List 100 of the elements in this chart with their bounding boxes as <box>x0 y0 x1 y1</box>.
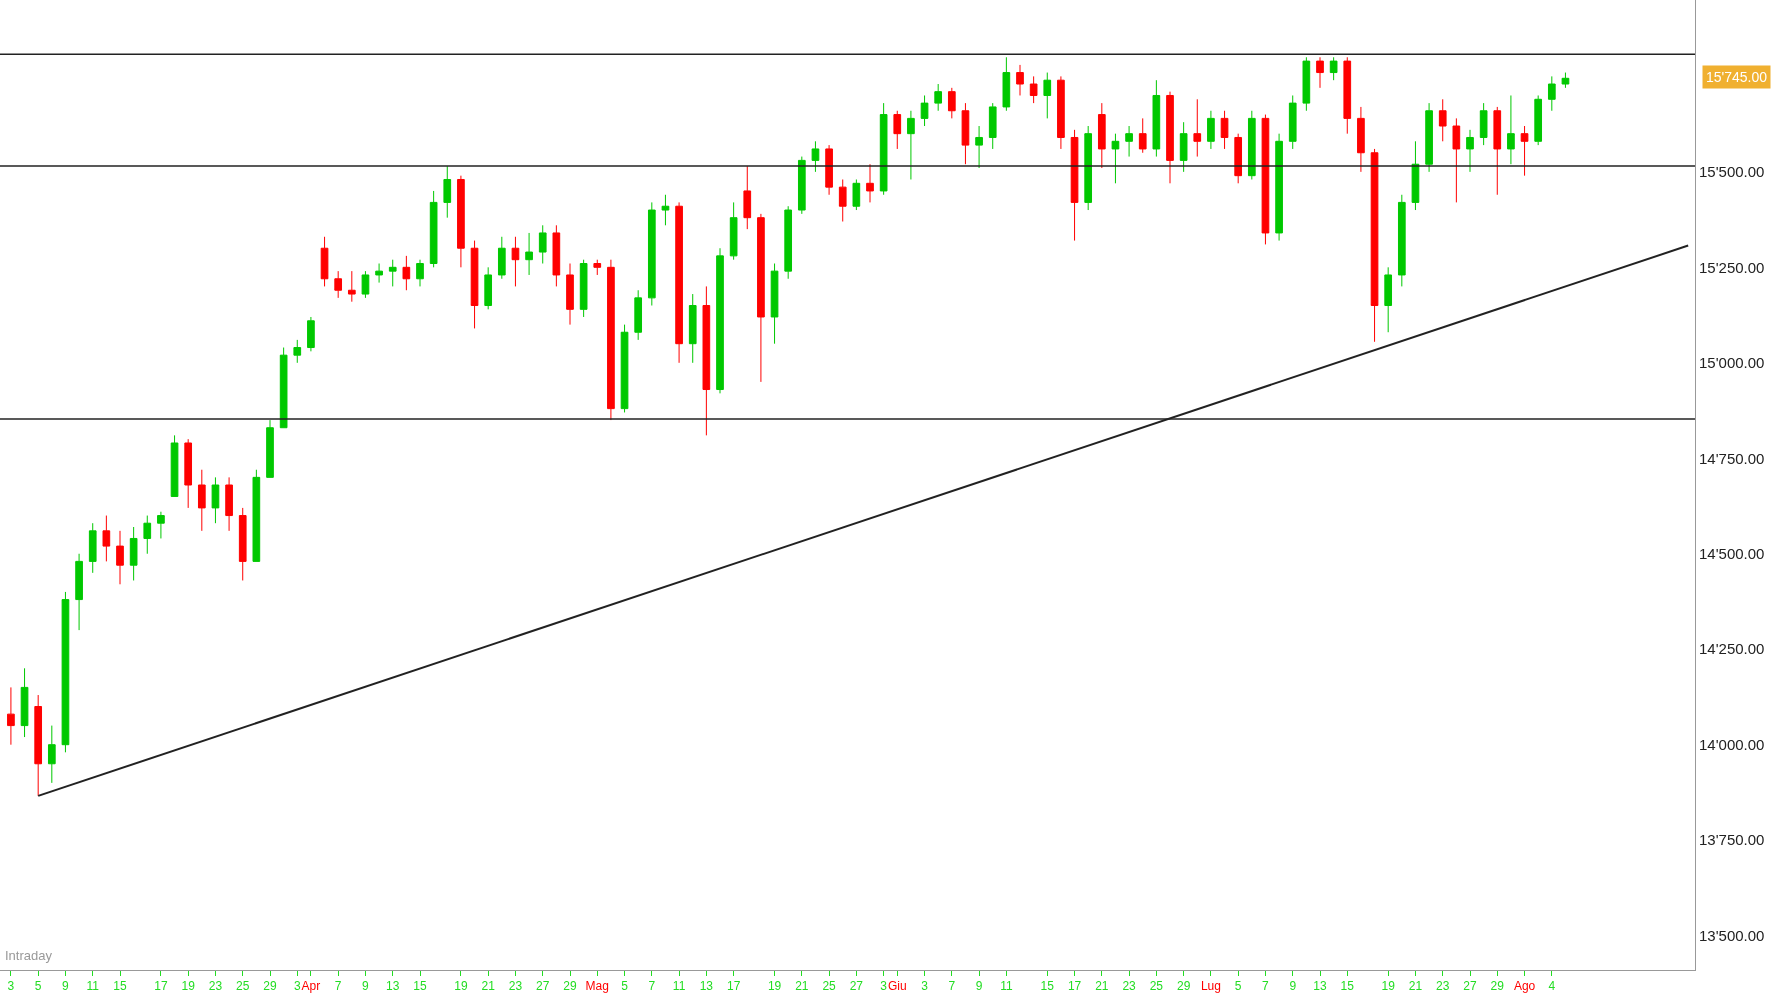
x-tick-label: 4 <box>1548 979 1556 994</box>
candlestick <box>1125 125 1133 158</box>
x-tick-label: 9 <box>1289 979 1297 994</box>
candlestick <box>743 165 752 230</box>
x-tick-label: 19 <box>1381 979 1396 994</box>
candlestick <box>211 476 220 524</box>
candlestick <box>197 469 206 532</box>
x-tick-label: 19 <box>454 979 468 994</box>
candlestick <box>1452 117 1461 203</box>
x-tick-label: 15 <box>413 979 427 994</box>
x-tick-label: 17 <box>726 979 741 994</box>
x-tick-label: 15 <box>113 979 127 994</box>
candlestick <box>716 247 724 394</box>
x-tick-label: 3 <box>7 979 15 994</box>
candlestick <box>375 263 383 284</box>
x-tick-label: 29 <box>563 979 577 994</box>
candlestick <box>457 175 465 268</box>
candlestick <box>1411 140 1420 211</box>
candlestick <box>866 163 874 203</box>
candlestick <box>552 224 561 287</box>
candlestick <box>7 686 15 746</box>
x-tick-label: 7 <box>648 979 656 994</box>
candlestick <box>1370 148 1379 343</box>
x-tick-label: 27 <box>849 979 864 994</box>
candlestick <box>1357 106 1365 173</box>
candlestick <box>361 270 370 299</box>
y-tick-label: 15'250.00 <box>1699 258 1765 276</box>
candlestick <box>102 515 111 562</box>
x-tick-label: 29 <box>1490 979 1505 994</box>
x-tick-label: 21 <box>1408 979 1423 994</box>
candlestick <box>593 259 602 276</box>
candlestick <box>1329 56 1338 81</box>
x-tick-label: 17 <box>1067 979 1082 994</box>
candlestick <box>402 255 411 291</box>
candlestick <box>852 178 861 211</box>
x-tick-label: Apr <box>301 979 321 994</box>
candlestick <box>1084 125 1093 211</box>
x-tick-label: Ago <box>1513 979 1536 994</box>
candlestick <box>334 270 343 299</box>
y-tick-label: 13'750.00 <box>1699 831 1765 849</box>
x-tick-label: 21 <box>481 979 496 994</box>
candlestick <box>20 667 29 738</box>
candlestick <box>1234 133 1243 184</box>
candlestick <box>1070 129 1079 242</box>
candlestick <box>184 438 193 509</box>
candlestick <box>661 194 670 226</box>
candlestick <box>75 553 83 631</box>
candlestick <box>293 339 302 364</box>
candlestick <box>757 213 765 383</box>
candlestick <box>1493 106 1502 196</box>
candlestick <box>1220 110 1229 150</box>
candlestick <box>1029 75 1038 104</box>
candlestick <box>47 725 56 784</box>
x-tick-label: 23 <box>1436 979 1450 994</box>
candlestick <box>116 530 124 585</box>
candlestick <box>443 165 452 219</box>
candlestick <box>907 110 915 180</box>
candlestick <box>811 140 820 173</box>
x-tick-label: 7 <box>1262 979 1270 994</box>
candlestick <box>238 507 247 581</box>
y-tick-label: 14'750.00 <box>1699 449 1765 467</box>
candlestick <box>988 102 997 150</box>
x-tick-label: 27 <box>1463 979 1477 994</box>
candlestick <box>470 240 479 329</box>
candlestick <box>797 156 806 215</box>
candlestick <box>525 232 533 276</box>
x-tick-label: 5 <box>621 979 629 994</box>
candlestick <box>961 102 970 165</box>
candlestick <box>1057 75 1065 150</box>
candlestick <box>1193 98 1202 158</box>
candlestick <box>1302 56 1311 112</box>
candlestick <box>1247 110 1256 180</box>
candlestick <box>920 94 929 127</box>
candlestick <box>934 83 943 112</box>
x-tick-label: 15 <box>1040 979 1055 994</box>
candlestick <box>607 259 615 421</box>
candlestick <box>1002 56 1011 112</box>
x-tick-label: 13 <box>1313 979 1327 994</box>
x-tick-label: 13 <box>386 979 400 994</box>
x-tick-label: 9 <box>362 979 370 994</box>
x-tick-label: 3 <box>293 979 301 994</box>
x-tick-label: 29 <box>1176 979 1191 994</box>
candlestick <box>1534 94 1543 146</box>
candlestick <box>170 434 179 497</box>
x-tick-label: Giu <box>887 979 907 994</box>
candlestick <box>347 270 356 303</box>
candlestick <box>1207 110 1215 150</box>
candlestick <box>879 102 888 196</box>
x-tick-label: 25 <box>1149 979 1164 994</box>
candlestick <box>1561 72 1570 89</box>
y-tick-label: 14'000.00 <box>1699 735 1765 753</box>
x-tick-label: 29 <box>263 979 277 994</box>
x-tick-label: 13 <box>699 979 714 994</box>
y-tick-label: 14'250.00 <box>1699 640 1765 658</box>
candlestick <box>620 324 629 413</box>
candlestick <box>1275 133 1283 242</box>
candlestick <box>1043 72 1052 119</box>
candlestick <box>579 259 588 318</box>
candlestick <box>1111 133 1120 184</box>
x-tick-label: 23 <box>208 979 223 994</box>
